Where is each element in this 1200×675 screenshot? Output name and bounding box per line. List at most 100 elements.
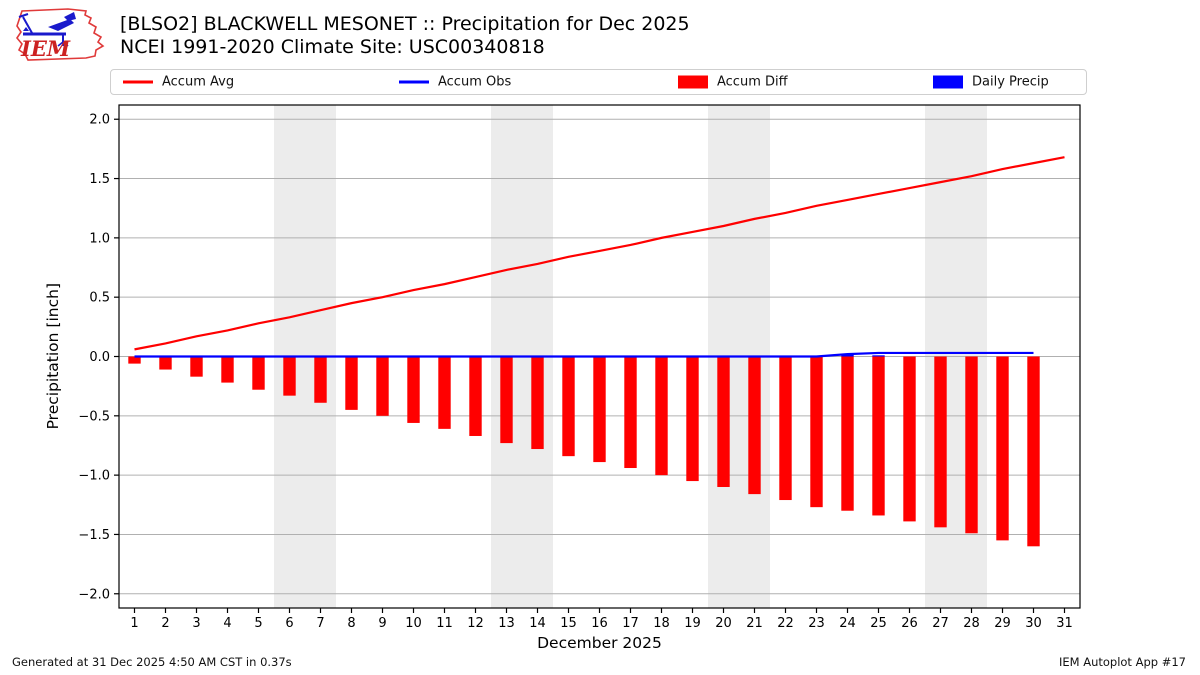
legend-label-accum-avg: Accum Avg (162, 74, 235, 90)
x-tick-label: 7 (316, 616, 324, 631)
y-tick-label: 1.5 (89, 172, 110, 187)
bar-accum-diff (314, 356, 327, 403)
bar-accum-diff (748, 356, 761, 495)
line-accum-avg (134, 156, 1065, 351)
x-tick-label: 20 (715, 616, 732, 631)
bar-daily-precip (841, 354, 854, 357)
y-tick-label: −2.0 (78, 587, 110, 602)
y-tick-label: 0.0 (89, 350, 110, 365)
bar-accum-diff (872, 356, 885, 516)
x-tick-label: 9 (378, 616, 386, 631)
y-axis-label: Precipitation [inch] (44, 283, 62, 430)
legend-label-accum-diff: Accum Diff (717, 74, 788, 90)
x-tick-label: 31 (1056, 616, 1073, 631)
bar-accum-diff (562, 356, 575, 457)
y-tick-label: 0.5 (89, 291, 110, 306)
accum-diff-bar-swatch-icon (678, 75, 708, 89)
x-tick-label: 15 (560, 616, 577, 631)
x-tick-label: 23 (808, 616, 825, 631)
y-axis-label-wrap: Precipitation [inch] (44, 105, 62, 608)
bar-accum-diff (128, 356, 141, 364)
bar-accum-diff (934, 356, 947, 528)
legend: Accum Avg Accum Obs Accum Diff Daily Pre… (110, 69, 1087, 95)
iowa-state-outline (16, 8, 105, 61)
line-accum-obs (134, 351, 1034, 358)
bar-accum-diff (686, 356, 699, 482)
bar-accum-diff (252, 356, 265, 390)
legend-item-accum-diff: Accum Diff (678, 75, 788, 90)
chart-title: [BLSO2] BLACKWELL MESONET :: Precipitati… (120, 13, 690, 35)
x-tick-label: 22 (777, 616, 794, 631)
x-tick-label: 30 (1025, 616, 1042, 631)
bar-accum-diff (624, 356, 637, 469)
x-tick-label: 29 (994, 616, 1011, 631)
weather-vane-icon (18, 12, 76, 47)
bar-accum-diff (779, 356, 792, 501)
bar-accum-diff (655, 356, 668, 476)
iem-logo: IEM (8, 4, 110, 66)
x-tick-label: 10 (405, 616, 422, 631)
bar-accum-diff (996, 356, 1009, 541)
bar-accum-diff (407, 356, 420, 423)
bar-accum-diff (1027, 356, 1040, 547)
x-tick-label: 27 (932, 616, 949, 631)
generated-timestamp: Generated at 31 Dec 2025 4:50 AM CST in … (12, 655, 292, 669)
legend-item-accum-obs: Accum Obs (399, 75, 511, 90)
bar-accum-diff (841, 356, 854, 511)
x-tick-label: 13 (498, 616, 515, 631)
x-tick-label: 28 (963, 616, 980, 631)
x-tick-label: 18 (653, 616, 670, 631)
y-tick-label: −0.5 (78, 409, 110, 424)
bar-daily-precip (872, 355, 885, 357)
legend-label-accum-obs: Accum Obs (438, 74, 512, 90)
accum-obs-line-swatch-icon (399, 80, 429, 84)
bar-accum-diff (593, 356, 606, 463)
bar-accum-diff (376, 356, 389, 416)
legend-label-daily-precip: Daily Precip (972, 74, 1049, 90)
x-tick-label: 16 (591, 616, 608, 631)
x-tick-label: 12 (467, 616, 484, 631)
x-tick-label: 1 (130, 616, 138, 631)
x-tick-label: 11 (436, 616, 453, 631)
bar-accum-diff (531, 356, 544, 450)
x-tick-label: 25 (870, 616, 887, 631)
x-tick-label: 8 (347, 616, 355, 631)
bar-accum-diff (438, 356, 451, 429)
bar-accum-diff (717, 356, 730, 487)
y-tick-label: −1.5 (78, 528, 110, 543)
bar-accum-diff (500, 356, 513, 444)
bar-accum-diff (345, 356, 358, 410)
x-tick-label: 2 (161, 616, 169, 631)
x-tick-label: 17 (622, 616, 639, 631)
iowa-outline-logo-icon: IEM (16, 8, 105, 61)
bar-accum-diff (221, 356, 234, 383)
title-block: [BLSO2] BLACKWELL MESONET :: Precipitati… (120, 13, 690, 59)
x-tick-label: 24 (839, 616, 856, 631)
daily-precip-bar-swatch-icon (933, 75, 963, 89)
legend-item-daily-precip: Daily Precip (933, 75, 1049, 90)
bar-accum-diff (903, 356, 916, 522)
y-tick-label: −1.0 (78, 469, 110, 484)
x-axis-label: December 2025 (537, 634, 662, 652)
bar-accum-diff (159, 356, 172, 370)
bar-accum-diff (283, 356, 296, 396)
y-tick-label: 1.0 (89, 231, 110, 246)
accum-avg-line-swatch-icon (123, 80, 153, 84)
x-tick-label: 21 (746, 616, 763, 631)
bar-accum-diff (469, 356, 482, 436)
bar-accum-diff (810, 356, 823, 508)
x-tick-label: 5 (254, 616, 262, 631)
y-tick-label: 2.0 (89, 113, 110, 128)
x-tick-label: 14 (529, 616, 546, 631)
x-tick-label: 26 (901, 616, 918, 631)
bar-accum-diff (965, 356, 978, 534)
x-tick-label: 6 (285, 616, 293, 631)
chart-subtitle: NCEI 1991-2020 Climate Site: USC00340818 (120, 36, 545, 58)
x-tick-label: 3 (192, 616, 200, 631)
bar-accum-diff (190, 356, 203, 377)
logo-text: IEM (20, 36, 71, 61)
x-tick-label: 19 (684, 616, 701, 631)
legend-item-accum-avg: Accum Avg (123, 75, 234, 90)
